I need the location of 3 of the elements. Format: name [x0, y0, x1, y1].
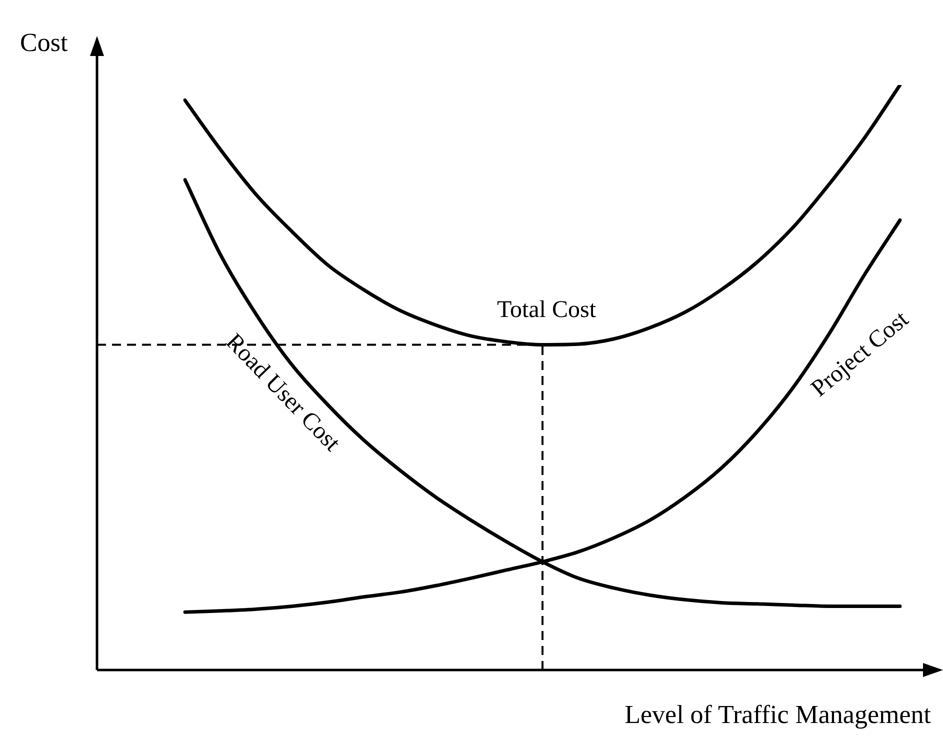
- y-axis-title: Cost: [20, 28, 68, 58]
- series-label: Total Cost: [497, 297, 596, 324]
- x-axis-title: Level of Traffic Management: [624, 700, 931, 730]
